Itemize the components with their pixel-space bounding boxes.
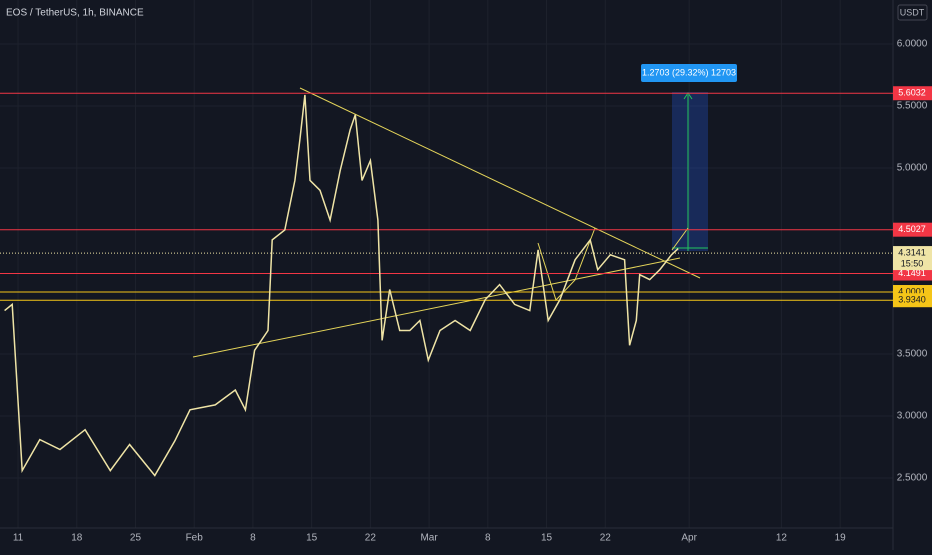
last-price-label: 4.3141 [898, 247, 926, 257]
measure-label-box [641, 64, 737, 82]
price-tag-label: 4.1491 [898, 268, 926, 278]
x-tick-label: 15 [541, 533, 553, 544]
last-price-tag [893, 246, 932, 271]
projection-line [671, 227, 689, 251]
price-tag [893, 86, 932, 101]
price-tag-label: 5.6032 [898, 88, 926, 98]
chart-title: EOS / TetherUS, 1h, BINANCE [6, 8, 144, 19]
y-tick-label: 5.0000 [897, 163, 928, 174]
pattern-line [537, 227, 596, 301]
y-tick-label: 2.5000 [897, 473, 928, 484]
price-tag-label: 3.9340 [898, 295, 926, 305]
measure-box [672, 92, 708, 251]
x-tick-label: 15 [306, 533, 318, 544]
x-tick-label: 11 [13, 533, 24, 544]
currency-box [897, 4, 928, 21]
countdown: 15:50 [901, 258, 924, 268]
x-tick-label: 8 [250, 533, 256, 544]
x-tick-label: 12 [776, 533, 788, 544]
x-tick-label: 8 [485, 533, 491, 544]
x-tick-label: 25 [130, 533, 142, 544]
x-tick-label: 19 [835, 533, 847, 544]
x-tick-label: 22 [600, 533, 612, 544]
y-tick-label: 5.5000 [897, 101, 928, 112]
price-tag [893, 293, 932, 308]
x-tick-label: Apr [681, 533, 697, 544]
y-tick-label: 6.0000 [897, 39, 928, 50]
x-tick-label: 18 [71, 533, 83, 544]
y-tick-label: 3.0000 [897, 411, 928, 422]
x-tick-label: 22 [365, 533, 377, 544]
trend-line [299, 87, 701, 279]
grid [0, 0, 893, 528]
price-tag-label: 4.0001 [898, 286, 926, 296]
trend-line [192, 257, 681, 358]
measure-label: 1.2703 (29.32%) 12703 [642, 67, 736, 77]
x-tick-label: Feb [186, 533, 204, 544]
y-tick-label: 3.5000 [897, 349, 928, 360]
price-line-series [4, 94, 679, 477]
price-tag-label: 4.5027 [898, 224, 926, 234]
price-tag [893, 222, 932, 237]
x-tick-label: Mar [420, 533, 438, 544]
currency: USDT [900, 7, 925, 17]
